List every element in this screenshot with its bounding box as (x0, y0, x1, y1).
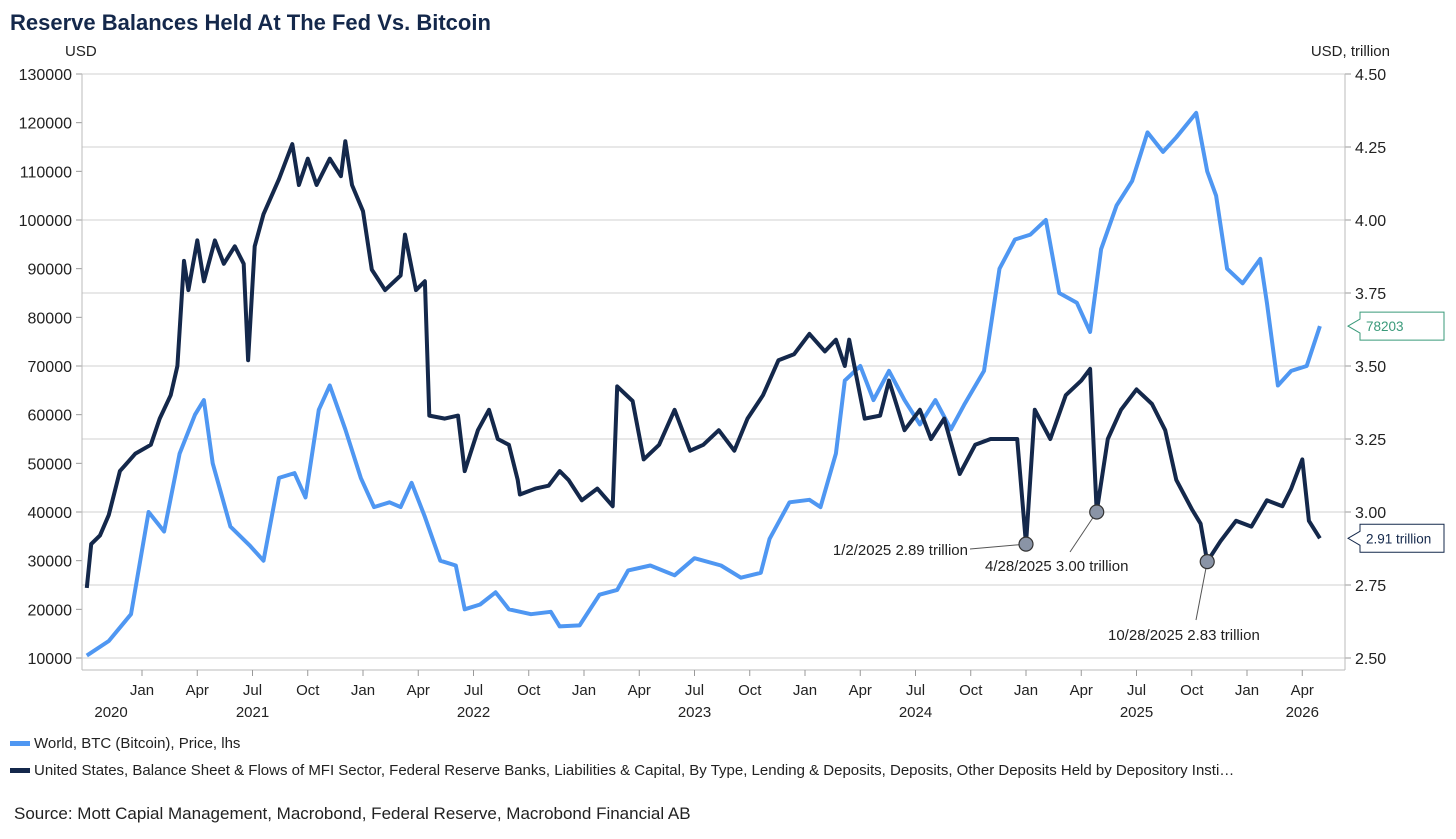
left-tick-label: 30000 (28, 554, 73, 571)
value-callout-box (1347, 523, 1445, 553)
x-tick-label: Jan (793, 682, 817, 699)
annotation-marker (1018, 536, 1034, 552)
annotation: 10/28/2025 2.83 trillion (1108, 554, 1260, 644)
left-tick-label: 90000 (28, 262, 73, 279)
left-tick-label: 70000 (28, 359, 73, 376)
x-tick-label: Apr (407, 682, 430, 699)
legend-item-btc: World, BTC (Bitcoin), Price, lhs (10, 735, 240, 752)
x-tick-label: Oct (1180, 682, 1204, 699)
annotation-marker (1199, 554, 1215, 570)
x-year-label: 2024 (899, 704, 932, 721)
left-tick-label: 60000 (28, 408, 73, 425)
x-tick-label: Apr (1291, 682, 1314, 699)
annotation-leader (969, 543, 1027, 550)
right-tick-label: 2.75 (1355, 578, 1386, 595)
right-axis-label: USD, trillion (1311, 43, 1390, 60)
x-year-label: 2023 (678, 704, 711, 721)
x-tick-label: Oct (296, 682, 320, 699)
btc-last-value-label: 78203 (1347, 311, 1445, 341)
annotation-label: 1/2/2025 2.89 trillion (833, 542, 968, 559)
annotation-label: 10/28/2025 2.83 trillion (1108, 627, 1260, 644)
x-tick-label: Jan (130, 682, 154, 699)
value-callout-text: 78203 (1366, 319, 1404, 334)
left-tick-label: 20000 (28, 602, 73, 619)
x-tick-label: Jul (1127, 682, 1146, 699)
right-tick-label: 4.25 (1355, 140, 1386, 157)
x-year-label: 2021 (236, 704, 269, 721)
annotation-marker (1089, 504, 1105, 520)
x-tick-label: Apr (186, 682, 209, 699)
right-tick-label: 3.75 (1355, 286, 1386, 303)
annotation-label: 4/28/2025 3.00 trillion (985, 558, 1128, 575)
x-tick-label: Jul (464, 682, 483, 699)
x-tick-label: Oct (738, 682, 762, 699)
left-tick-label: 110000 (20, 164, 72, 181)
right-tick-label: 3.25 (1355, 432, 1386, 449)
left-tick-label: 40000 (28, 505, 73, 522)
right-tick-label: 2.50 (1355, 651, 1386, 668)
legend-swatch-reserves (10, 768, 30, 773)
right-tick-label: 4.50 (1355, 67, 1386, 84)
annotation-leader (1195, 561, 1208, 621)
btc-price-line (85, 110, 1322, 658)
x-tick-label: Oct (959, 682, 983, 699)
value-callout-text: 2.91 trillion (1366, 531, 1431, 546)
x-year-label: 2025 (1120, 704, 1153, 721)
right-tick-label: 4.00 (1355, 213, 1386, 230)
legend-label-reserves: United States, Balance Sheet & Flows of … (34, 762, 1235, 779)
x-tick-label: Jan (1235, 682, 1259, 699)
x-tick-label: Jul (906, 682, 925, 699)
x-tick-label: Jan (572, 682, 596, 699)
right-tick-label: 3.00 (1355, 505, 1386, 522)
source-note: Source: Mott Capial Management, Macrobon… (14, 804, 691, 823)
annotation-leader (1069, 511, 1098, 553)
left-axis-label: USD (65, 43, 97, 60)
chart-title: Reserve Balances Held At The Fed Vs. Bit… (10, 10, 491, 35)
left-tick-label: 50000 (28, 456, 73, 473)
legend-label-btc: World, BTC (Bitcoin), Price, lhs (34, 735, 241, 752)
legend-item-reserves: United States, Balance Sheet & Flows of … (10, 762, 1234, 779)
x-tick-label: Jul (685, 682, 704, 699)
x-tick-label: Oct (517, 682, 541, 699)
right-tick-label: 3.50 (1355, 359, 1386, 376)
x-tick-label: Apr (628, 682, 651, 699)
value-callout-box (1347, 311, 1445, 341)
left-tick-label: 120000 (19, 116, 72, 133)
x-tick-label: Jul (243, 682, 262, 699)
annotation: 1/2/2025 2.89 trillion (833, 536, 1034, 559)
left-tick-label: 100000 (19, 213, 72, 230)
x-year-label: 2026 (1286, 704, 1319, 721)
legend-swatch-btc (10, 741, 30, 746)
left-tick-label: 130000 (19, 67, 72, 84)
fed-reserves-line (84, 139, 1322, 589)
x-tick-label: Apr (849, 682, 872, 699)
left-tick-label: 10000 (28, 651, 73, 668)
reserves-last-value-label: 2.91 trillion (1347, 523, 1445, 553)
x-year-label: 2020 (94, 704, 127, 721)
x-year-label: 2022 (457, 704, 490, 721)
annotation: 4/28/2025 3.00 trillion (985, 504, 1128, 575)
x-tick-label: Jan (1014, 682, 1038, 699)
x-tick-label: Jan (351, 682, 375, 699)
left-tick-label: 80000 (28, 310, 73, 327)
x-tick-label: Apr (1070, 682, 1093, 699)
